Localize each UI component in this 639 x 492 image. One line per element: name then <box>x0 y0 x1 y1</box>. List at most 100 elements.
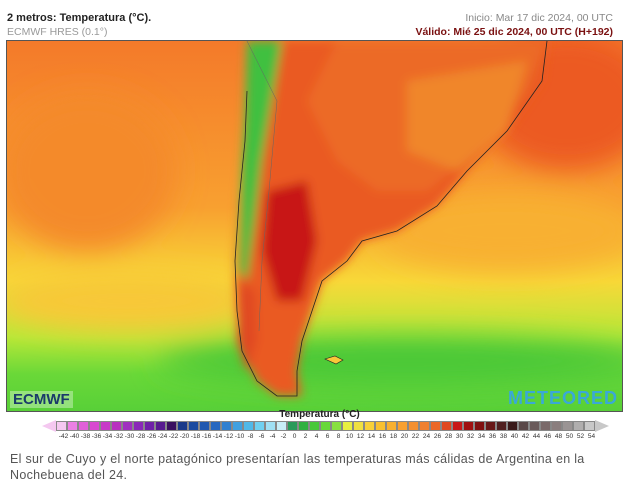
legend-swatch <box>551 420 562 431</box>
legend-tick-label: -24 <box>157 433 168 440</box>
legend-tick-label: -20 <box>179 433 190 440</box>
legend-swatch <box>155 420 166 431</box>
legend-tick-label: 26 <box>433 433 442 440</box>
legend-tick-label: 54 <box>587 433 596 440</box>
legend-swatch <box>529 420 540 431</box>
legend-tick-label: 50 <box>565 433 574 440</box>
valid-time: Válido: Mié 25 dic 2024, 00 UTC (H+192) <box>415 26 613 38</box>
legend-tick-label: 46 <box>543 433 552 440</box>
legend-tick-label: -42 <box>58 433 69 440</box>
legend-swatch <box>441 420 452 431</box>
legend-tick-label: -18 <box>190 433 201 440</box>
legend-swatch <box>78 420 89 431</box>
legend-swatch <box>584 420 595 431</box>
legend-tick-label: 30 <box>455 433 464 440</box>
legend-swatch <box>331 420 342 431</box>
legend-tick-label: 28 <box>444 433 453 440</box>
legend-tick-label: 12 <box>356 433 365 440</box>
legend-tick-label: -34 <box>102 433 113 440</box>
map-title: 2 metros: Temperatura (°C). <box>7 12 152 24</box>
legend-tick-label: -40 <box>69 433 80 440</box>
legend-swatch <box>353 420 364 431</box>
model-name: ECMWF HRES (0.1°) <box>7 26 108 38</box>
legend-swatch <box>144 420 155 431</box>
legend-swatch <box>276 420 287 431</box>
legend-tick-label: -10 <box>234 433 245 440</box>
legend-tick-label: -16 <box>201 433 212 440</box>
legend-tick-label: 22 <box>411 433 420 440</box>
legend-tick-label: -26 <box>146 433 157 440</box>
legend-tick-label: 38 <box>499 433 508 440</box>
legend-tick-label: 24 <box>422 433 431 440</box>
legend-tick-label: 8 <box>336 433 341 440</box>
legend-tick-label: -12 <box>223 433 234 440</box>
ecmwf-logo: ECMWF <box>10 391 73 408</box>
legend-tick-label: 20 <box>400 433 409 440</box>
legend-tick-label: 0 <box>292 433 297 440</box>
legend-tick-label: 32 <box>466 433 475 440</box>
legend-tick-label: 16 <box>378 433 387 440</box>
legend-tick-label: -28 <box>135 433 146 440</box>
legend-tick-label: 14 <box>367 433 376 440</box>
legend-swatch <box>386 420 397 431</box>
legend-tick-label: -36 <box>91 433 102 440</box>
meteored-logo: METEORED <box>507 388 618 408</box>
legend-swatch <box>254 420 265 431</box>
legend-swatch <box>463 420 474 431</box>
legend-swatch <box>210 420 221 431</box>
legend-tick-label: 6 <box>325 433 330 440</box>
legend-tick-label: 2 <box>303 433 308 440</box>
legend-swatch <box>320 420 331 431</box>
falkland-islands <box>324 355 344 365</box>
legend-swatch <box>166 420 177 431</box>
legend-swatch <box>342 420 353 431</box>
legend-swatch <box>573 420 584 431</box>
coastline <box>234 41 548 397</box>
legend-tick-label: -14 <box>212 433 223 440</box>
legend-swatch <box>364 420 375 431</box>
legend-swatch <box>408 420 419 431</box>
legend-tick-label: 10 <box>345 433 354 440</box>
legend-tick-label: -32 <box>113 433 124 440</box>
init-time: Inicio: Mar 17 dic 2024, 00 UTC <box>465 12 613 24</box>
legend-tick-label: 4 <box>314 433 319 440</box>
legend-swatch <box>518 420 529 431</box>
legend-swatch <box>496 420 507 431</box>
legend-swatch <box>177 420 188 431</box>
legend-tick-label: 18 <box>389 433 398 440</box>
legend-swatch <box>265 420 276 431</box>
legend-tick-label: 48 <box>554 433 563 440</box>
legend-tick-label: -8 <box>247 433 254 440</box>
legend-tick-label: 52 <box>576 433 585 440</box>
legend-swatch <box>309 420 320 431</box>
legend-title: Temperatura (°C) <box>279 409 360 420</box>
legend-swatch <box>474 420 485 431</box>
legend-swatch <box>67 420 78 431</box>
legend-swatch <box>111 420 122 431</box>
legend-tick-label: -6 <box>258 433 265 440</box>
legend-tick-label: 44 <box>532 433 541 440</box>
legend-swatch <box>199 420 210 431</box>
legend-tick-label: -4 <box>269 433 276 440</box>
legend-swatch <box>507 420 518 431</box>
legend-swatch <box>89 420 100 431</box>
temperature-map[interactable]: ECMWF METEORED <box>6 40 623 412</box>
legend-swatch <box>133 420 144 431</box>
legend-swatch <box>452 420 463 431</box>
legend-swatch <box>540 420 551 431</box>
legend-swatch <box>397 420 408 431</box>
legend-tick-label: 36 <box>488 433 497 440</box>
legend-tick-label: -22 <box>168 433 179 440</box>
legend-arrow-high <box>595 419 609 432</box>
legend-tick-label: -38 <box>80 433 91 440</box>
legend-swatch <box>243 420 254 431</box>
legend-swatch <box>221 420 232 431</box>
legend-swatch <box>430 420 441 431</box>
legend-swatch <box>232 420 243 431</box>
legend-swatch <box>287 420 298 431</box>
legend-tick-label: -30 <box>124 433 135 440</box>
legend-arrow-low <box>42 419 56 432</box>
legend-swatch <box>56 420 67 431</box>
legend-tick-label: 34 <box>477 433 486 440</box>
legend-swatch <box>375 420 386 431</box>
